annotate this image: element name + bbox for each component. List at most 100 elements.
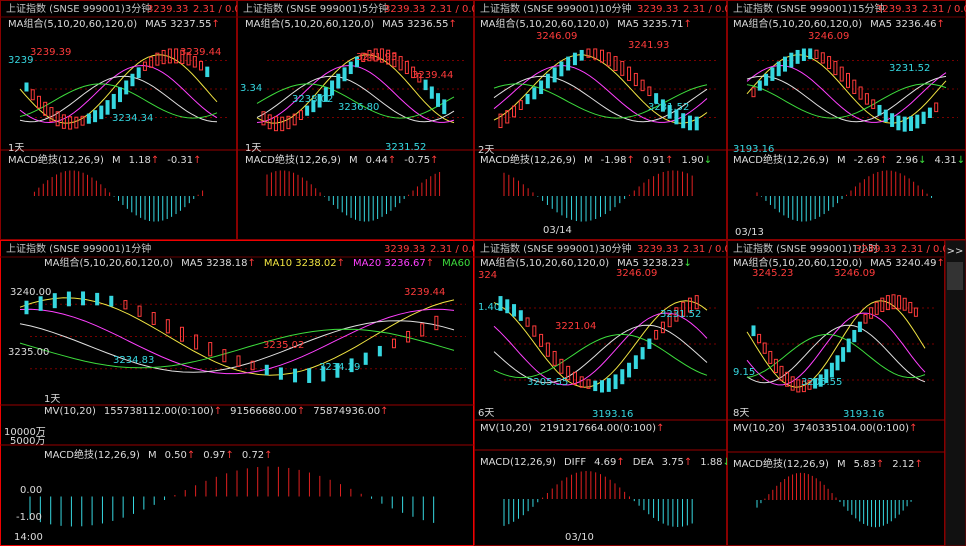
indicator-line — [493, 64, 708, 123]
indicator-line — [19, 83, 218, 119]
indicator-line — [746, 54, 947, 124]
panel-border — [237, 0, 474, 240]
indicator-value: DEA — [633, 457, 654, 468]
trend-arrow: ↓ — [918, 155, 926, 166]
candle — [858, 86, 863, 100]
candle — [902, 116, 907, 132]
axis-label: 03/10 — [565, 532, 594, 543]
candle — [335, 363, 340, 378]
candle — [539, 333, 544, 347]
indicator-line — [746, 333, 926, 379]
candle — [667, 313, 672, 328]
panel-title: 上证指数 (SNSE 999001)10分钟 — [480, 2, 632, 15]
indicator-value: MA5 3235.71↑ — [617, 19, 692, 30]
candle — [880, 297, 885, 312]
candle — [363, 352, 368, 365]
chart-panel: 上证指数 (SNSE 999001)30分钟 3239.33 2.31 / 0.07… — [474, 240, 727, 546]
candle — [633, 72, 638, 87]
indicator-row: MACD绝技(12,26,9) M 0.44↑ -0.75↑ — [245, 153, 439, 166]
candle — [404, 60, 409, 75]
panel-title: 上证指数 (SNSE 999001)1小时 — [733, 242, 878, 255]
candle — [174, 48, 179, 64]
trend-arrow: ↑ — [193, 155, 201, 166]
candle — [192, 56, 197, 68]
candle — [773, 358, 778, 374]
candle — [24, 82, 29, 92]
indicator-row: MACD绝技(12,26,9) M -2.69↑ 2.96↓ 4.31↓ — [733, 153, 965, 166]
scrollbar[interactable] — [947, 262, 963, 290]
candle — [24, 300, 29, 315]
candle — [498, 113, 503, 129]
candle — [606, 378, 611, 392]
candle — [518, 310, 523, 321]
candle — [566, 56, 571, 71]
indicator-value: MACD绝技(12,26,9) — [480, 153, 576, 166]
candle — [694, 295, 699, 310]
trend-arrow: ↑ — [151, 155, 159, 166]
candle — [552, 350, 557, 366]
candle — [330, 80, 335, 96]
period-label: 1天 — [245, 143, 261, 154]
candle — [559, 358, 564, 374]
candle — [280, 116, 285, 132]
panel-title: 上证指数 (SNSE 999001)30分钟 — [480, 242, 632, 255]
axis-label: -1.00 — [16, 512, 42, 523]
indicator-value: M — [349, 155, 358, 166]
candle — [539, 80, 544, 95]
indicator-value: 0.44↑ — [366, 155, 397, 166]
candle — [278, 367, 283, 380]
expand-button[interactable]: >> — [947, 246, 964, 257]
candle — [846, 338, 851, 353]
indicator-value: MA组合(5,10,20,60,120,0) — [733, 256, 862, 269]
candle — [161, 49, 166, 65]
candle — [317, 93, 322, 108]
candle — [532, 325, 537, 337]
candle — [420, 323, 425, 337]
candle — [807, 380, 812, 390]
candle — [186, 52, 191, 66]
candle — [833, 60, 838, 76]
candle — [250, 360, 255, 371]
candle — [30, 89, 35, 101]
price-annotation: 3221.04 — [555, 321, 596, 332]
candle — [921, 111, 926, 124]
panel-title: 上证指数 (SNSE 999001)15分钟 — [733, 2, 885, 15]
candle — [525, 317, 530, 327]
indicator-value: 4.69↑ — [594, 457, 625, 468]
candle — [93, 110, 98, 123]
candle — [512, 105, 517, 118]
price-change: 2.31 / 0.07% — [430, 244, 494, 255]
indicator-value: 2.12↑ — [892, 459, 923, 470]
indicator-value: MA5 3236.55↑ — [382, 19, 457, 30]
candle — [789, 52, 794, 68]
candle — [545, 342, 550, 357]
trend-arrow: ↑ — [187, 450, 195, 461]
candle — [532, 87, 537, 100]
candle — [852, 79, 857, 94]
indicator-value: MV(10,20) — [733, 423, 785, 434]
last-price: 3239.33 — [147, 4, 188, 15]
candle — [55, 111, 60, 127]
indicator-value: MACD绝技(12,26,9) — [44, 448, 140, 461]
candle — [81, 291, 86, 306]
price-annotation: 324 — [478, 270, 497, 281]
indicator-value: 2.96↓ — [896, 155, 927, 166]
candle — [839, 66, 844, 82]
candle — [633, 355, 638, 370]
candle — [808, 48, 813, 60]
candle — [681, 301, 686, 317]
candle — [74, 116, 79, 129]
candle — [579, 49, 584, 61]
period-label: 1天 — [8, 143, 24, 154]
candle — [137, 305, 142, 317]
candle — [674, 307, 679, 322]
trend-arrow: ↑ — [264, 450, 272, 461]
candle — [869, 307, 874, 319]
indicator-value: MA组合(5,10,20,60,120,0) — [480, 17, 609, 30]
panel-title: 上证指数 (SNSE 999001)3分钟 — [6, 2, 151, 15]
price-annotation: 3234.83 — [113, 355, 154, 366]
indicator-value: 1.18↑ — [129, 155, 160, 166]
indicator-row: MACD绝技(12,26,9) M 0.50↑ 0.97↑ 0.72↑ — [44, 448, 273, 461]
